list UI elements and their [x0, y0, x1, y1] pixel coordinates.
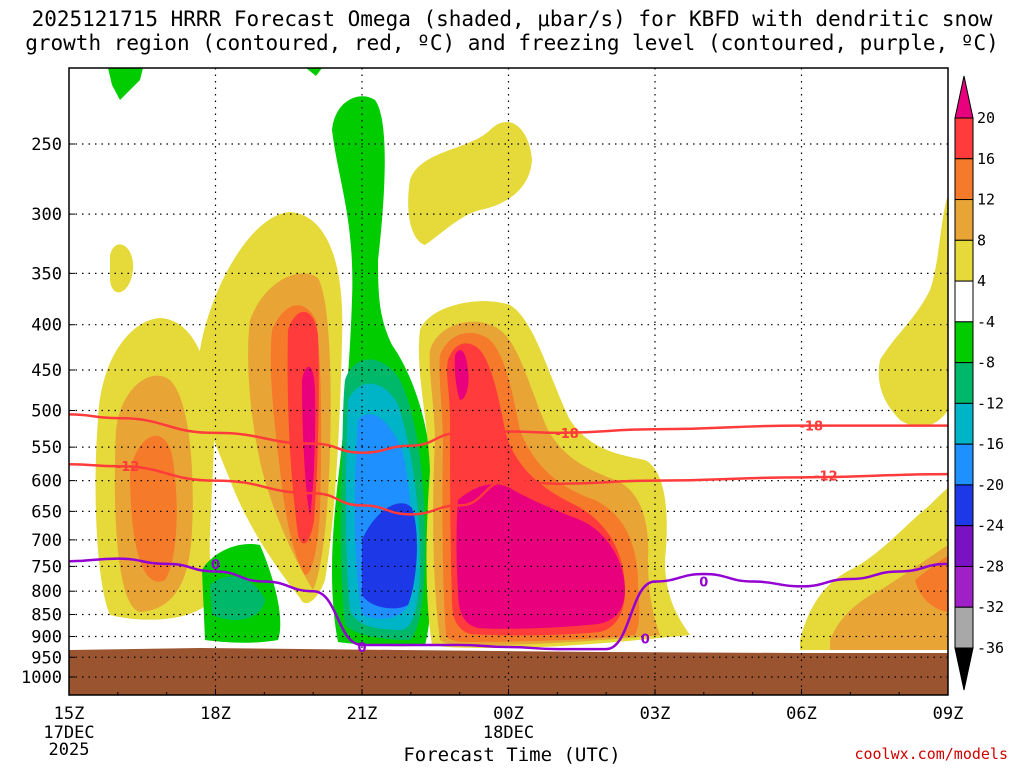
colorbar-label: -24 [977, 517, 1004, 535]
colorbar-swatch [954, 239, 974, 282]
colorbar-label: 12 [977, 191, 995, 209]
omega-region [830, 545, 948, 650]
contour-label: 0 [641, 633, 650, 648]
colorbar-swatch [954, 199, 974, 241]
y-tick-label: 750 [31, 557, 62, 577]
colorbar-label: 4 [977, 272, 986, 290]
terrain-fill [69, 648, 948, 695]
x-date-label: 2025 [49, 740, 90, 760]
colorbar-cap-bottom [954, 647, 974, 691]
omega-shading [69, 68, 948, 695]
colorbar-swatch [954, 402, 974, 445]
x-axis-title: Forecast Time (UTC) [403, 744, 621, 766]
grid-lines [69, 68, 948, 695]
y-tick-label: 550 [31, 438, 62, 458]
credit-text: coolwx.com/models [854, 745, 1008, 763]
y-tick-label: 450 [31, 361, 62, 381]
contour-label: -12 [116, 460, 140, 475]
contour-label: -12 [814, 469, 838, 484]
y-tick-label: 300 [31, 205, 62, 225]
colorbar-label: -20 [977, 476, 1004, 494]
colorbar-label: 20 [977, 109, 995, 127]
colorbar-swatch [954, 565, 974, 608]
x-tick-label: 03Z [640, 704, 671, 724]
colorbar: 20 16 12 8 4 -4 -8 -12 -16 -20 -24 -28 -32 -36 [954, 75, 1004, 691]
omega-region [108, 68, 143, 100]
omega-region [915, 556, 948, 612]
omega-region [878, 195, 948, 427]
colorbar-label: -8 [977, 354, 995, 372]
y-tick-label: 1000 [21, 668, 62, 688]
dgz-minus12-contour [69, 462, 948, 516]
colorbar-swatch [954, 362, 974, 404]
colorbar-swatch [954, 158, 974, 201]
x-tick-label: 09Z [933, 704, 964, 724]
colorbar-swatch [954, 280, 974, 323]
y-tick-label: 700 [31, 531, 62, 551]
colorbar-label: -16 [977, 435, 1004, 453]
colorbar-swatch [954, 117, 974, 160]
omega-region [408, 121, 532, 245]
y-tick-label: 400 [31, 316, 62, 336]
omega-region [306, 68, 322, 76]
contour-label: 0 [699, 575, 708, 590]
y-tick-label: 650 [31, 502, 62, 522]
omega-region [362, 503, 417, 609]
colorbar-swatch [954, 484, 974, 527]
colorbar-cap-top [954, 75, 974, 119]
colorbar-label: -4 [977, 313, 995, 331]
colorbar-label: -36 [977, 639, 1004, 657]
colorbar-swatch [954, 606, 974, 649]
omega-region [456, 484, 625, 629]
y-tick-label: 800 [31, 582, 62, 602]
contour-lines: -12 -12 -18 -18 0 0 0 0 [69, 413, 948, 656]
y-axis: 2503003504004505005506006507007508008509… [21, 135, 75, 688]
y-tick-label: 350 [31, 264, 62, 284]
omega-region [110, 244, 134, 293]
contour-label: 0 [211, 558, 220, 573]
x-tick-label: 06Z [786, 704, 817, 724]
x-tick-label: 21Z [347, 704, 378, 724]
y-tick-label: 500 [31, 402, 62, 422]
x-tick-label: 00Z [493, 704, 524, 724]
omega-region [302, 366, 316, 515]
chart-title-line-2: growth region (contoured, red, ºC) and f… [25, 31, 999, 55]
y-tick-label: 600 [31, 472, 62, 492]
y-tick-label: 950 [31, 648, 62, 668]
colorbar-swatch [954, 321, 974, 364]
omega-region [454, 350, 469, 400]
chart-title-line-1: 2025121715 HRRR Forecast Omega (shaded, … [31, 7, 993, 31]
contour-label: -18 [555, 427, 579, 442]
colorbar-label: -28 [977, 557, 1004, 575]
contour-label: 0 [357, 641, 366, 656]
colorbar-label: -12 [977, 394, 1004, 412]
omega-region [210, 576, 265, 620]
colorbar-swatch [954, 443, 974, 486]
x-tick-label: 18Z [200, 704, 231, 724]
dgz-minus18-contour [69, 413, 948, 454]
y-tick-label: 900 [31, 627, 62, 647]
colorbar-label: 8 [977, 231, 986, 249]
y-tick-label: 250 [31, 135, 62, 155]
colorbar-label: 16 [977, 150, 995, 168]
x-date-label: 18DEC [483, 723, 534, 743]
contour-label: -18 [800, 420, 824, 435]
freezing-level-contour [69, 557, 948, 651]
x-tick-label: 15Z [54, 704, 85, 724]
colorbar-swatch [954, 525, 974, 567]
x-date-label: 17DEC [43, 723, 94, 743]
colorbar-label: -32 [977, 598, 1004, 616]
y-tick-label: 850 [31, 606, 62, 626]
